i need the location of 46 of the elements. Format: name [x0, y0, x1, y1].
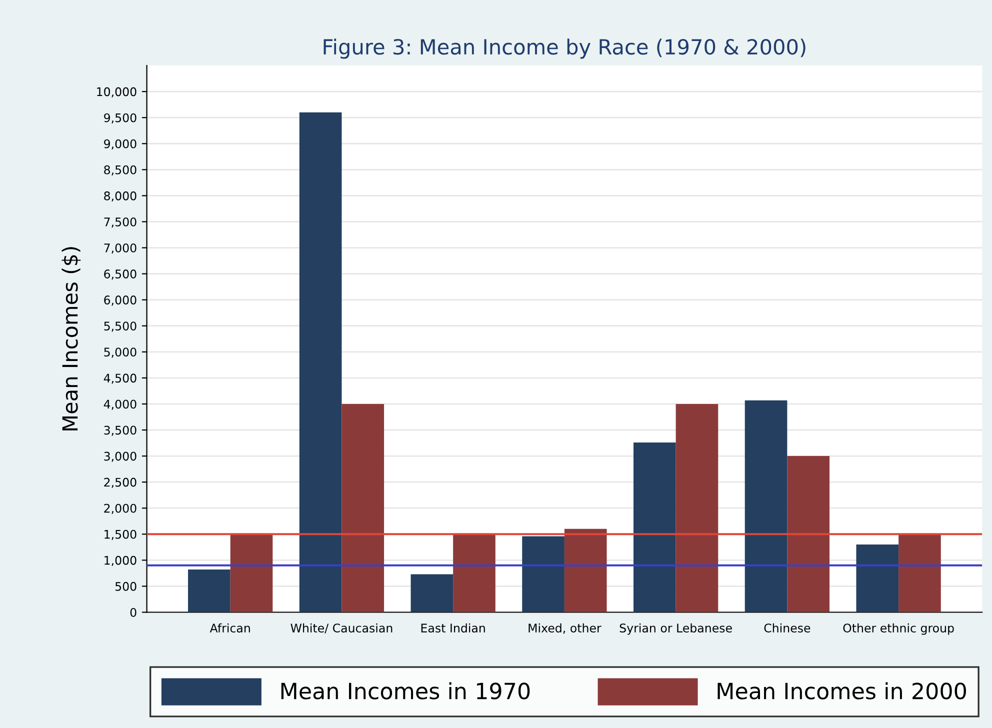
- bar: [898, 534, 941, 612]
- y-tick-label: 0: [130, 608, 136, 617]
- bar: [410, 574, 454, 612]
- bar: [188, 570, 230, 612]
- y-tick-label: 1,500: [104, 530, 136, 540]
- y-tick-label: 4,500: [104, 374, 136, 384]
- chart-title: Figure 3: Mean Income by Race (1970 & 2000): [324, 38, 806, 59]
- y-tick-label: 8,500: [104, 165, 136, 176]
- y-tick-label: 1,000: [104, 556, 136, 566]
- x-tick-label: Mixed, other: [528, 623, 602, 634]
- legend-label: Mean Incomes in 2000: [718, 682, 966, 700]
- bar: [299, 112, 342, 612]
- y-tick-label: 6,500: [104, 270, 136, 280]
- y-tick-label: 2,000: [104, 504, 136, 514]
- bar: [522, 536, 564, 612]
- y-tick-label: 7,500: [104, 217, 136, 228]
- x-tick-label: Syrian or Lebanese: [620, 623, 732, 635]
- y-tick-label: 3,500: [104, 426, 136, 436]
- y-tick-label: 3,000: [104, 452, 136, 462]
- bar: [744, 400, 788, 612]
- x-tick-label: East Indian: [421, 623, 485, 632]
- y-tick-label: 8,000: [104, 191, 136, 202]
- y-tick-label: 9,000: [104, 139, 136, 150]
- y-tick-label: 7,000: [104, 243, 136, 254]
- y-tick-label: 6,000: [104, 296, 136, 306]
- bar: [564, 528, 607, 612]
- x-tick-label: African: [210, 623, 250, 632]
- y-tick-label: 5,000: [104, 348, 136, 358]
- x-tick-label: White/ Caucasian: [290, 623, 392, 634]
- bar: [856, 544, 899, 612]
- bar: [453, 534, 496, 612]
- y-tick-label: 5,500: [104, 322, 136, 332]
- y-tick-label: 9,500: [104, 113, 136, 124]
- y-tick-label: 10,000: [97, 87, 136, 98]
- x-tick-label: Chinese: [764, 623, 810, 632]
- y-tick-label: 2,500: [104, 478, 136, 488]
- bar: [230, 534, 273, 612]
- y-axis-title: Mean Incomes ($): [62, 247, 81, 430]
- x-tick-label: Other ethnic group: [843, 623, 954, 635]
- bar: [787, 456, 830, 612]
- bar: [633, 442, 676, 612]
- bar: [342, 404, 384, 612]
- y-tick-label: 500: [115, 582, 136, 591]
- y-tick-label: 4,000: [104, 400, 136, 410]
- legend-label: Mean Incomes in 1970: [281, 682, 530, 700]
- bar: [676, 404, 718, 612]
